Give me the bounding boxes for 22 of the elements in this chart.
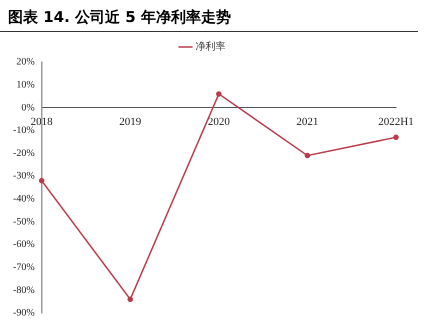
x-tick-label: 2021	[296, 116, 318, 128]
point	[304, 152, 310, 158]
y-tick-label: 0%	[21, 102, 35, 114]
y-tick-label: -80%	[12, 284, 35, 296]
x-tick-label: 2019	[119, 116, 142, 128]
x-tick-label: 2022H1	[378, 116, 414, 128]
x-tick-label: 2020	[208, 116, 230, 128]
y-tick-label: -40%	[12, 194, 35, 205]
y-tick-label: 20%	[16, 56, 35, 68]
chart-title: 图表 14. 公司近 5 年净利率走势	[0, 0, 418, 32]
y-tick-label: -20%	[12, 148, 35, 159]
y-tick-label: -70%	[12, 262, 35, 273]
y-tick-label: -50%	[12, 216, 35, 228]
y-tick-label: -90%	[12, 308, 35, 319]
point	[216, 91, 222, 97]
point	[38, 178, 44, 184]
y-tick-label: -30%	[12, 170, 35, 182]
point	[393, 134, 399, 140]
legend-label: 净利率	[196, 40, 226, 53]
y-tick-label: -60%	[12, 239, 35, 250]
y-tick-label: 10%	[16, 79, 35, 90]
point	[127, 296, 133, 302]
